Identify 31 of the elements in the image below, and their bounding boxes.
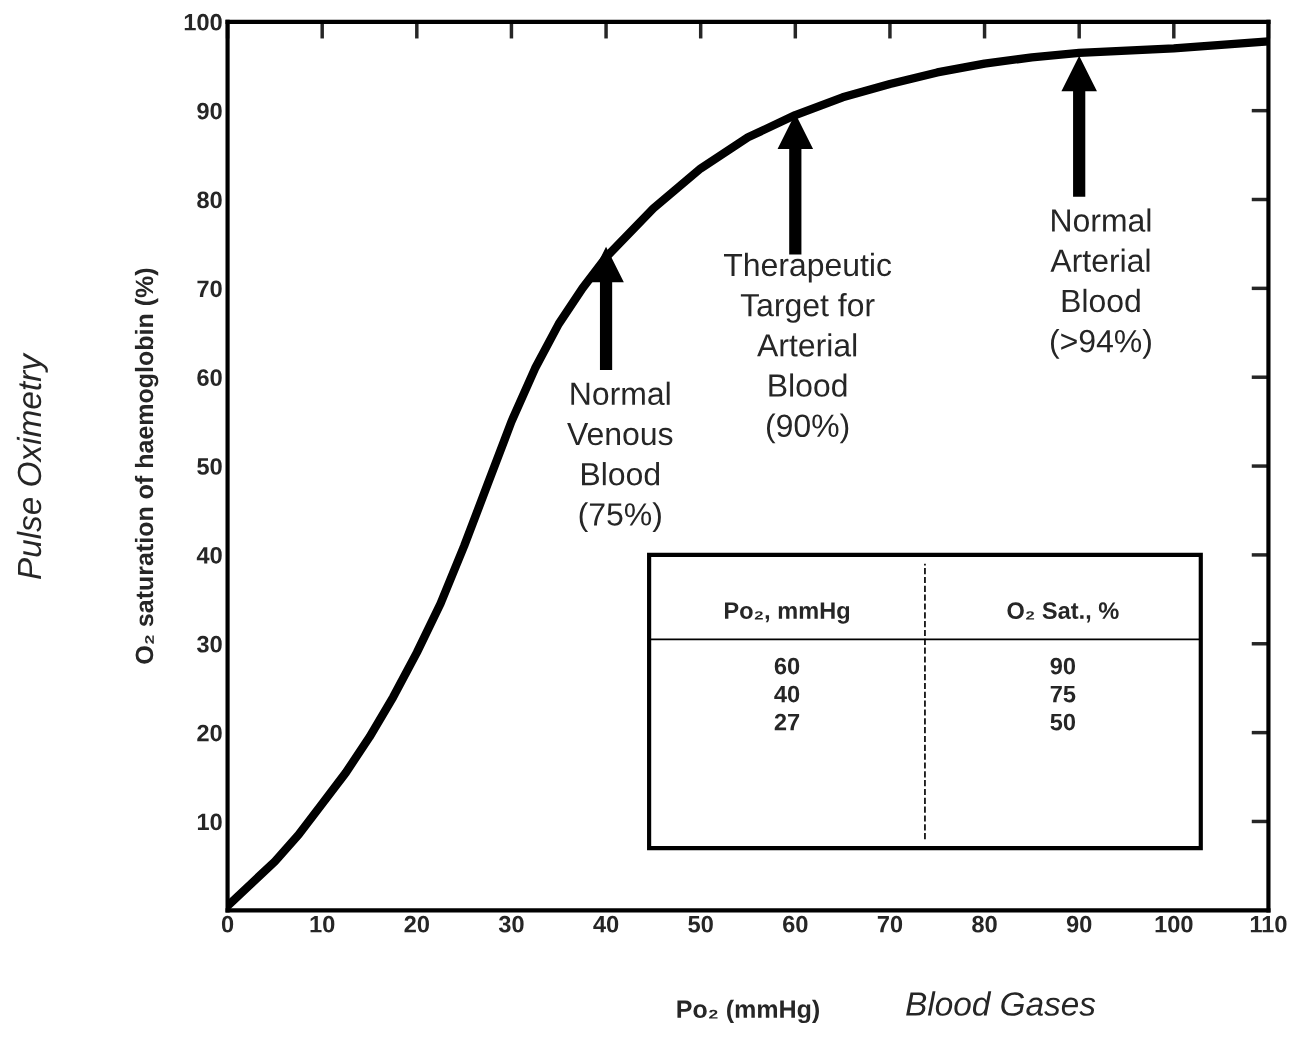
y-tick-label: 10 [197,813,222,831]
x-tick-label: 50 [688,915,713,933]
x-tick-label: 90 [1066,915,1092,933]
annotation: Therapeutic Target for Arterial Blood (90%) [723,252,892,444]
y-tick-label: 50 [197,458,222,475]
y-tick-label: 60 [197,369,222,386]
text: Pulse Oximetry [16,352,48,580]
x-tick-label: 110 [1250,915,1287,933]
text: Blood Gases [906,991,1096,1016]
y-tick-label: 40 [196,546,222,564]
x-tick-label: 20 [404,915,429,933]
x-tick-label: 40 [593,915,619,933]
x-tick-label: 10 [310,915,335,933]
x-tick-label: 30 [498,915,524,933]
text: Po₂, mmHg 60 40 27 [724,602,850,731]
y-axis-title: O₂ saturation of haemoglobin (%) [134,268,159,664]
y-tick-label: 100 [184,13,222,31]
x-axis-title: Po₂ (mmHg) [677,999,819,1024]
y-tick-label: 30 [196,635,222,653]
x-tick-label: 80 [972,915,997,933]
y-tick-label: 90 [197,102,222,120]
annotation: Normal Arterial Blood (>94%) [1050,208,1151,359]
y-tick-label: 80 [197,191,222,209]
x-tick-label: 0 [221,915,234,933]
x-tick-label: 60 [783,915,808,933]
y-tick-label: 70 [197,280,222,298]
text: O₂ Sat., % 90 75 50 [1007,602,1119,731]
y-tick-label: 20 [197,724,222,742]
x-tick-label: 70 [877,915,903,933]
x-tick-label: 100 [1155,915,1193,933]
annotation: Normal Venous Blood (75%) [567,381,673,532]
